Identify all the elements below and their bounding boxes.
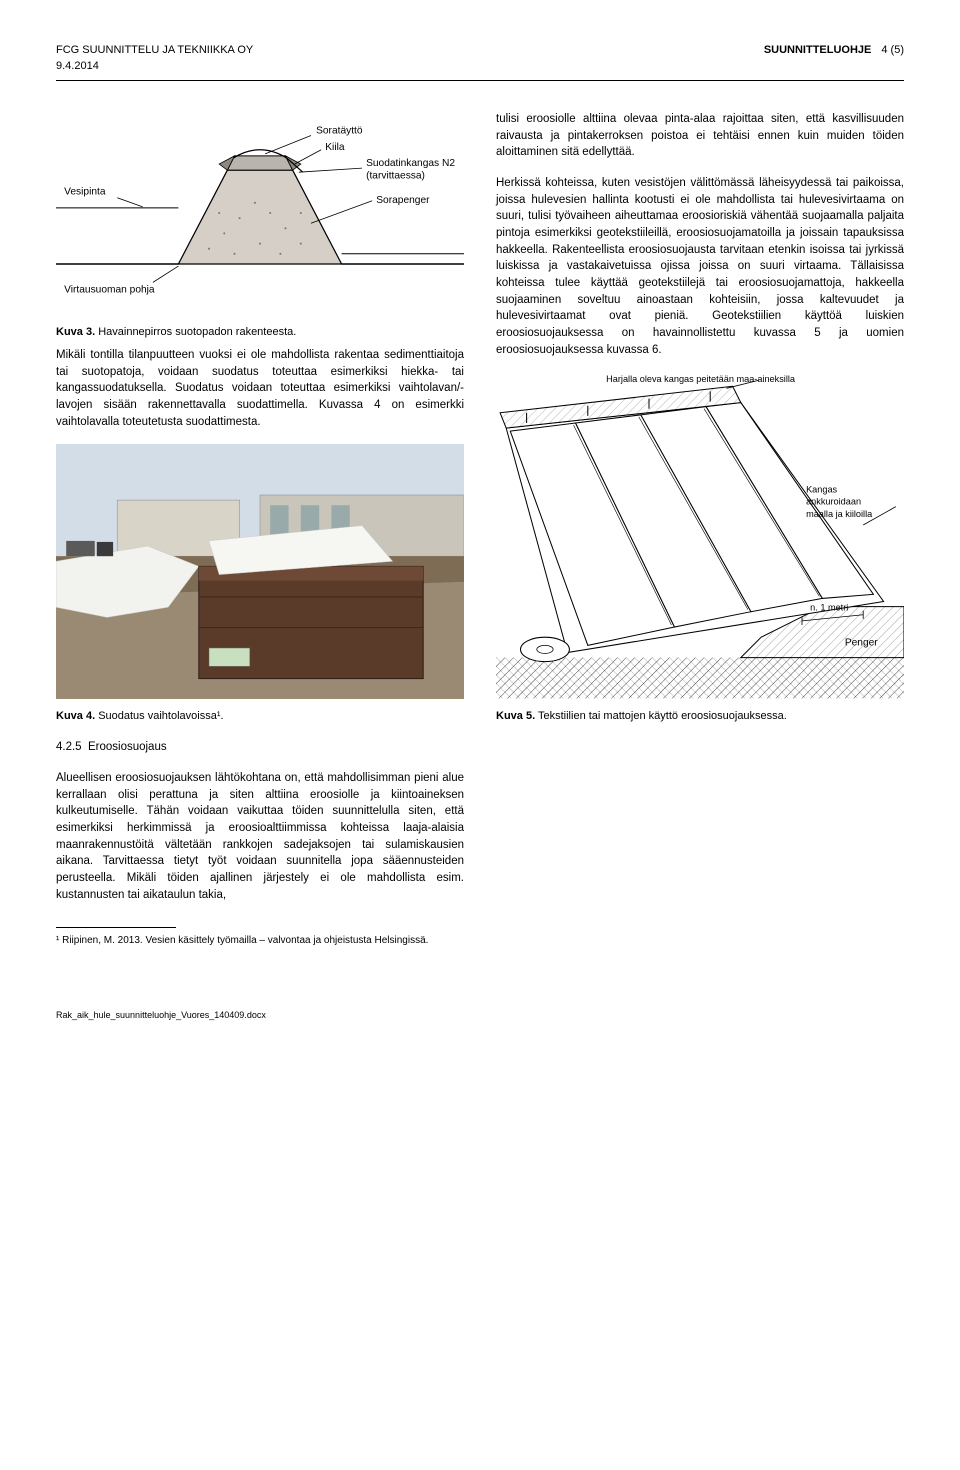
two-column-body: Vesipinta Virtausuoman pohja Soratäyttö …: [56, 111, 904, 962]
right-column: tulisi eroosiolle alttiina olevaa pinta-…: [496, 111, 904, 962]
label-sorapenger: Sorapenger: [376, 195, 430, 206]
label-soratayto: Soratäyttö: [316, 125, 363, 136]
page-header: FCG SUUNNITTELU JA TEKNIIKKA OY SUUNNITT…: [56, 44, 904, 56]
svg-text:Suodatinkangas N2: Suodatinkangas N2: [366, 158, 455, 169]
section-4-2-5-heading: 4.2.5 Eroosiosuojaus: [56, 739, 464, 756]
footnote-1: ¹ Riipinen, M. 2013. Vesien käsittely ty…: [56, 934, 464, 948]
dam-cross-section-svg: Vesipinta Virtausuoman pohja Soratäyttö …: [56, 111, 464, 315]
slope-svg: Harjalla oleva kangas peitetään maa-aine…: [496, 372, 904, 698]
figure-3-diagram: Vesipinta Virtausuoman pohja Soratäyttö …: [56, 111, 464, 315]
label-vesipinta: Vesipinta: [64, 187, 106, 198]
left-paragraph-1: Mikäli tontilla tilanpuutteen vuoksi ei …: [56, 347, 464, 430]
figure-4-photo: [56, 444, 464, 699]
svg-text:Kangas: Kangas: [806, 485, 837, 495]
left-column: Vesipinta Virtausuoman pohja Soratäyttö …: [56, 111, 464, 962]
right-paragraph-1: tulisi eroosiolle alttiina olevaa pinta-…: [496, 111, 904, 161]
figure-5-diagram: Harjalla oleva kangas peitetään maa-aine…: [496, 372, 904, 698]
figure-5-caption: Kuva 5. Tekstiilien tai mattojen käyttö …: [496, 709, 904, 725]
left-paragraph-2: Alueellisen eroosiosuojauksen lähtökohta…: [56, 770, 464, 903]
svg-text:maalla ja kiiloilla: maalla ja kiiloilla: [806, 509, 873, 519]
page-footer: Rak_aik_hule_suunnitteluohje_Vuores_1404…: [56, 1010, 904, 1020]
label-metri: n. 1 metri: [810, 603, 848, 613]
label-virtausuoman: Virtausuoman pohja: [64, 285, 155, 296]
svg-text:(tarvittaessa): (tarvittaessa): [366, 170, 425, 181]
header-rule: [56, 80, 904, 81]
page-number: 4 (5): [881, 44, 904, 56]
right-paragraph-2: Herkissä kohteissa, kuten vesistöjen väl…: [496, 175, 904, 358]
svg-text:Harjalla oleva kangas peitetää: Harjalla oleva kangas peitetään maa-aine…: [606, 375, 796, 385]
doc-type: SUUNNITTELUOHJE: [764, 44, 872, 56]
svg-text:ankkuroidaan: ankkuroidaan: [806, 497, 861, 507]
doc-date: 9.4.2014: [56, 60, 904, 72]
figure-4-caption: Kuva 4. Suodatus vaihtolavoissa¹.: [56, 709, 464, 725]
label-penger: Penger: [845, 638, 878, 649]
figure-3-caption: Kuva 3. Havainnepirros suotopadon rakent…: [56, 325, 464, 341]
photo-svg: [56, 444, 464, 699]
label-kiila: Kiila: [325, 142, 345, 153]
footnote-rule: [56, 927, 176, 928]
company-name: FCG SUUNNITTELU JA TEKNIIKKA OY: [56, 44, 253, 56]
